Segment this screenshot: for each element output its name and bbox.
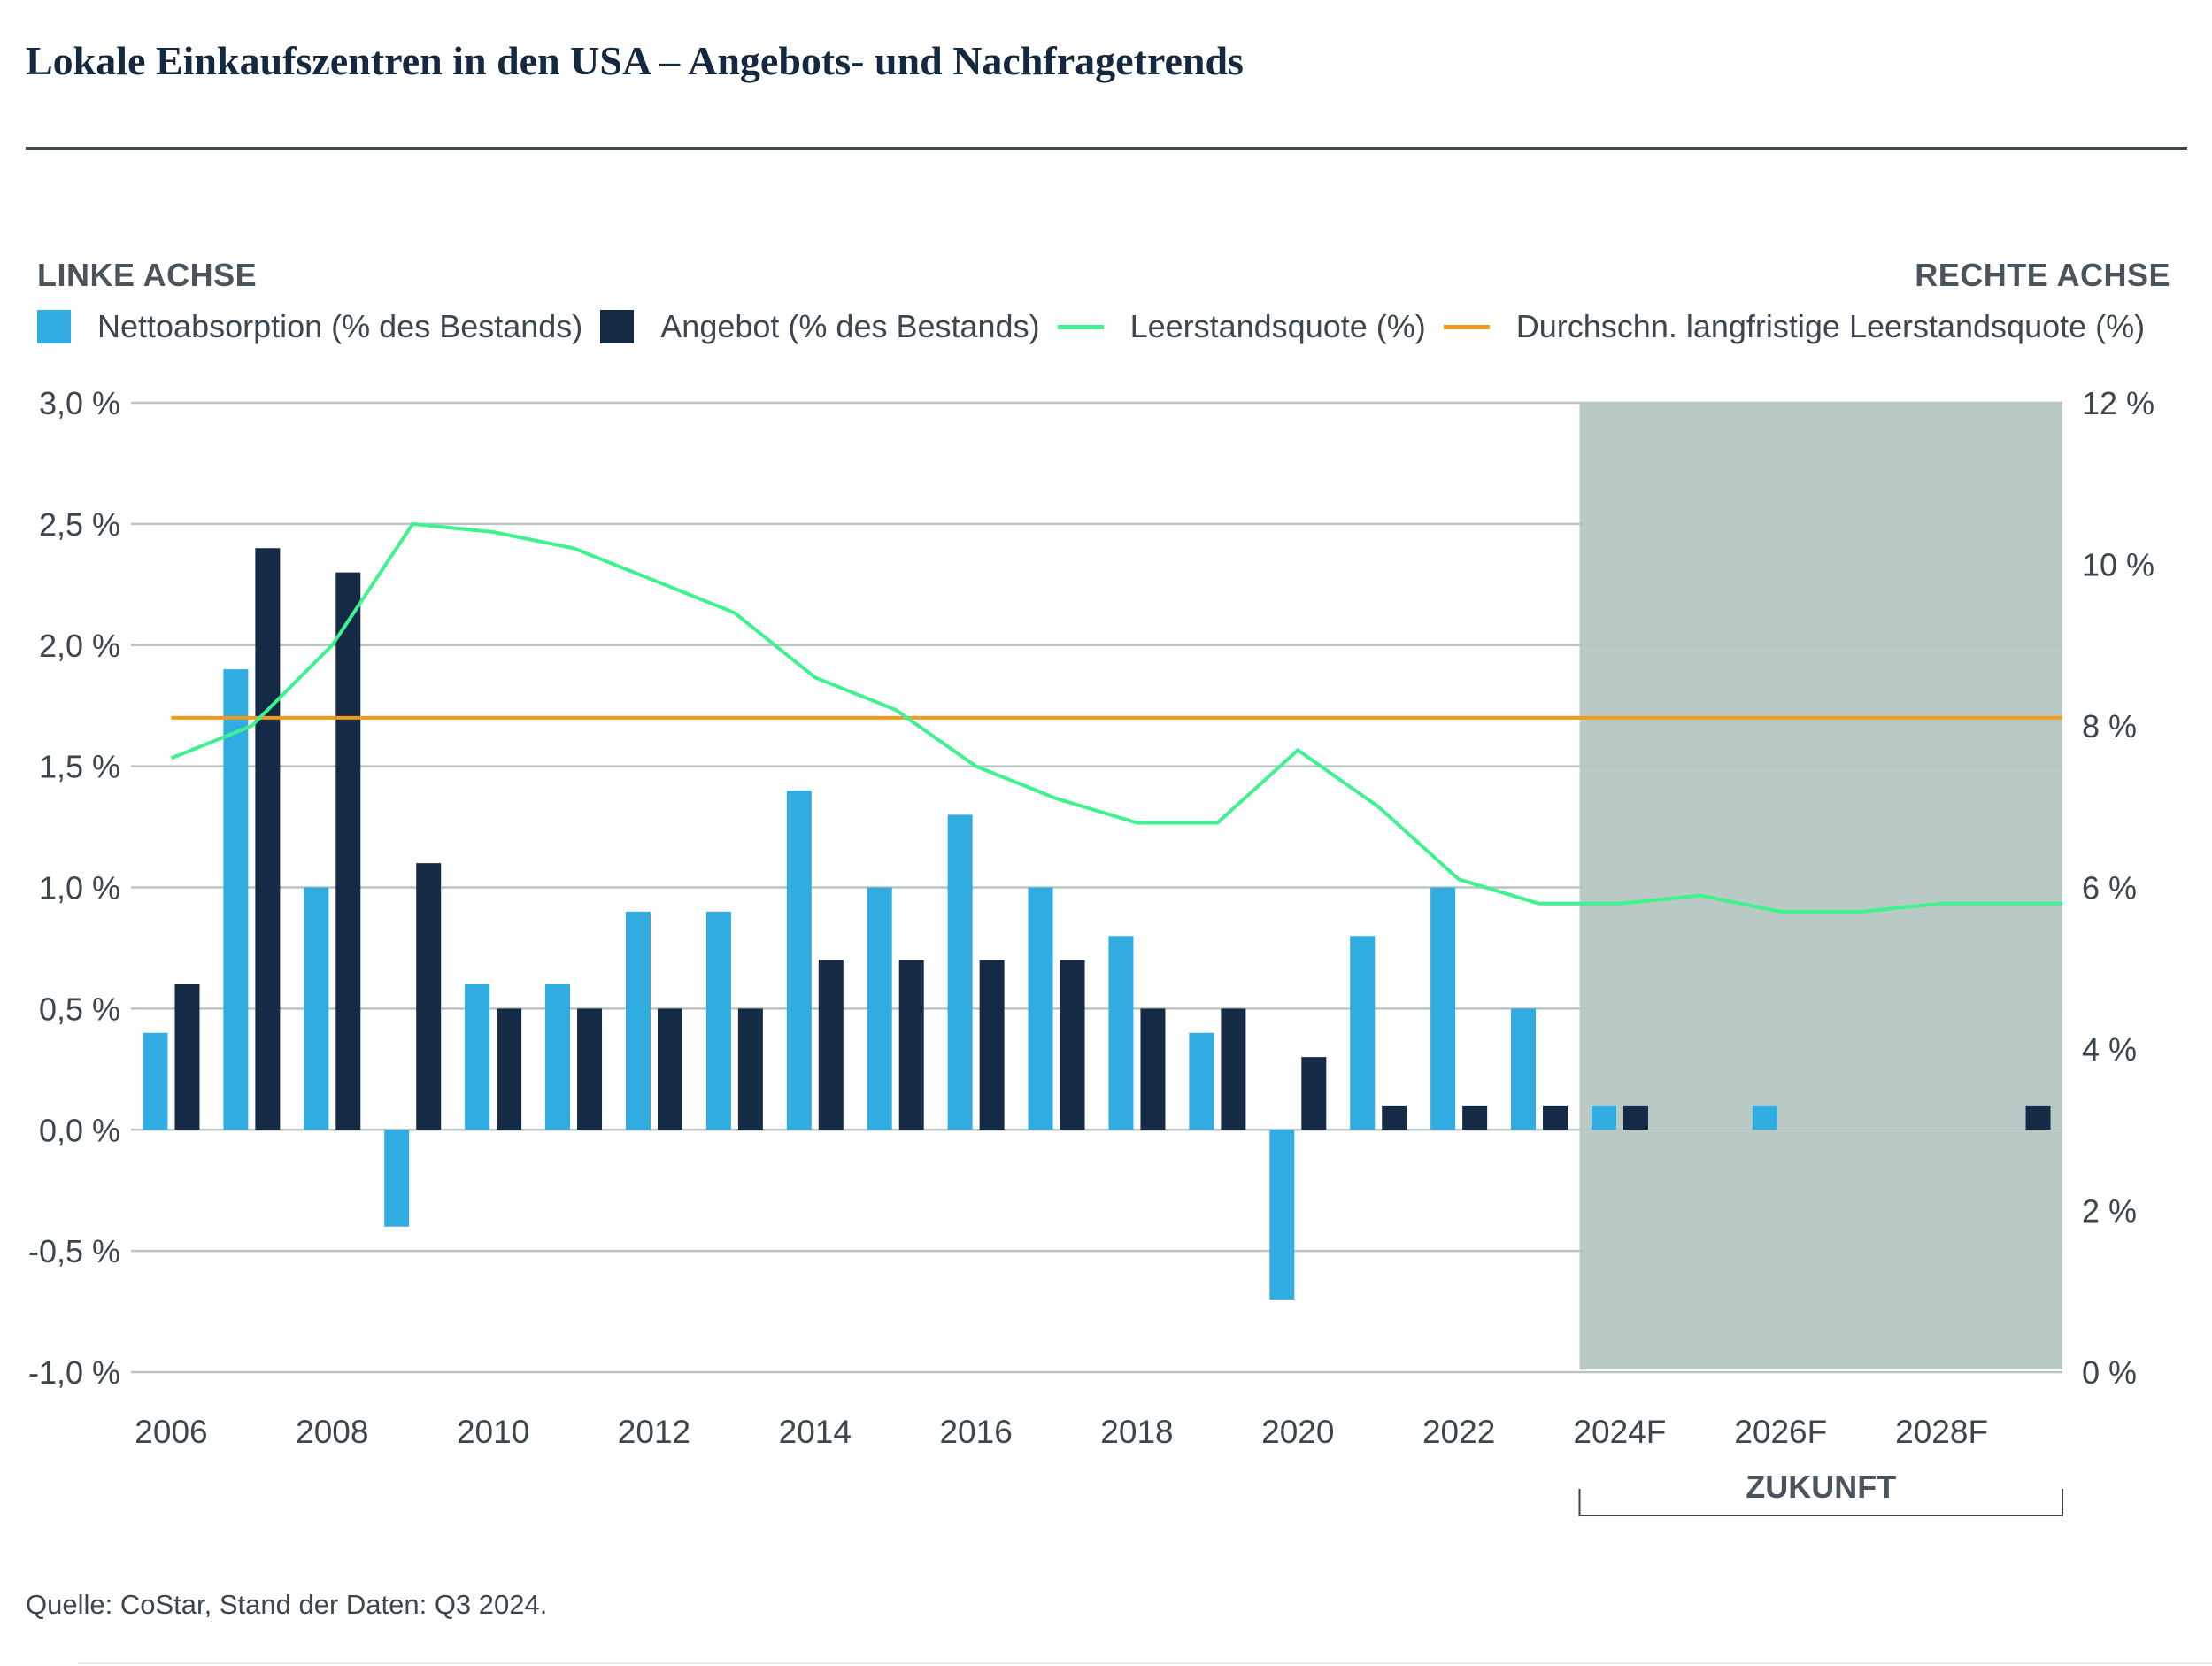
left-axis-heading: LINKE ACHSE <box>37 257 258 293</box>
right-axis-tick-label: 2 % <box>2082 1193 2137 1230</box>
bar-supply <box>818 960 844 1130</box>
right-axis-tick-label: 12 % <box>2082 385 2154 421</box>
right-axis-tick-label: 10 % <box>2082 547 2154 583</box>
bar-supply <box>657 1008 682 1130</box>
x-axis-tick-label: 2010 <box>457 1414 529 1450</box>
left-axis-tick-label: -1,0 % <box>28 1354 120 1391</box>
x-axis-tick-label: 2016 <box>939 1414 1012 1450</box>
x-axis-tick-label: 2028F <box>1895 1414 1988 1450</box>
x-axis-tick-label: 2020 <box>1261 1414 1334 1450</box>
bar-absorption <box>223 669 249 1130</box>
left-axis-tick-label: 3,0 % <box>39 385 120 421</box>
right-axis-tick-label: 0 % <box>2082 1354 2137 1391</box>
x-axis-tick-label: 2012 <box>618 1414 690 1450</box>
bar-absorption <box>705 911 731 1130</box>
right-axis-heading: RECHTE ACHSE <box>1915 257 2170 293</box>
bar-supply <box>1301 1057 1327 1130</box>
bar-supply <box>2025 1105 2051 1130</box>
legend-swatch-avg-vacancy <box>1443 324 1490 329</box>
bar-absorption <box>143 1032 168 1130</box>
bar-absorption <box>867 887 892 1130</box>
bar-absorption <box>1511 1008 1537 1130</box>
bar-absorption <box>384 1130 410 1227</box>
bar-supply <box>416 863 442 1130</box>
bar-supply <box>1140 1008 1166 1130</box>
bar-supply <box>898 960 924 1130</box>
bar-supply <box>1060 960 1085 1130</box>
forecast-label: ZUKUNFT <box>1746 1469 1896 1505</box>
bar-supply <box>335 572 361 1130</box>
bar-absorption <box>465 984 490 1130</box>
left-axis-tick-label: 0,5 % <box>39 991 120 1027</box>
bar-absorption <box>947 814 973 1130</box>
bar-supply <box>577 1008 603 1130</box>
x-axis-tick-label: 2026F <box>1734 1414 1827 1450</box>
left-axis-tick-label: -0,5 % <box>28 1233 120 1269</box>
bar-supply <box>1382 1105 1407 1130</box>
source-note: Quelle: CoStar, Stand der Daten: Q3 2024… <box>26 1589 548 1620</box>
legend-swatch-vacancy <box>1057 324 1104 329</box>
bar-absorption <box>1028 887 1053 1130</box>
chart-title: Lokale Einkaufszentren in den USA – Ange… <box>26 38 1244 83</box>
title-divider <box>26 147 2187 150</box>
left-axis-tick-label: 1,0 % <box>39 870 120 906</box>
x-axis-tick-label: 2006 <box>135 1414 207 1450</box>
bar-supply <box>174 984 200 1130</box>
legend: Nettoabsorption (% des Bestands) Angebot… <box>37 308 2205 345</box>
bar-absorption <box>1591 1105 1616 1130</box>
legend-label-avg-vacancy: Durchschn. langfristige Leerstandsquote … <box>1515 308 2146 344</box>
legend-label-supply: Angebot (% des Bestands) <box>660 308 1040 344</box>
bar-supply <box>1543 1105 1568 1130</box>
forecast-bracket <box>1578 1489 2063 1516</box>
bar-absorption <box>1189 1032 1214 1130</box>
vacancy-line <box>170 521 2062 914</box>
bar-supply <box>255 548 281 1130</box>
bar-absorption <box>1269 1130 1295 1300</box>
right-axis-tick-label: 4 % <box>2082 1031 2137 1068</box>
legend-item-vacancy[interactable]: Leerstandsquote (%) <box>1057 308 1426 345</box>
left-axis-tick-label: 2,0 % <box>39 628 120 664</box>
legend-item-absorption[interactable]: Nettoabsorption (% des Bestands) <box>37 308 582 345</box>
bar-absorption <box>1350 936 1376 1130</box>
bar-absorption <box>1752 1105 1777 1130</box>
legend-label-vacancy: Leerstandsquote (%) <box>1129 308 1426 344</box>
x-axis-tick-label: 2024F <box>1573 1414 1666 1450</box>
legend-item-supply[interactable]: Angebot (% des Bestands) <box>600 308 1040 345</box>
left-axis-tick-label: 0,0 % <box>39 1112 120 1148</box>
bar-absorption <box>1430 887 1456 1130</box>
bar-supply <box>1622 1105 1648 1130</box>
bar-absorption <box>545 984 571 1130</box>
x-axis-tick-label: 2018 <box>1100 1414 1173 1450</box>
x-axis-tick-label: 2022 <box>1422 1414 1495 1450</box>
bar-supply <box>1462 1105 1488 1130</box>
bar-absorption <box>625 911 651 1130</box>
bar-supply <box>1221 1008 1246 1130</box>
bar-supply <box>979 960 1005 1130</box>
legend-swatch-supply <box>600 310 635 343</box>
bar-supply <box>737 1008 763 1130</box>
forecast-band <box>1579 403 2062 1369</box>
x-axis-tick-label: 2008 <box>296 1414 368 1450</box>
bottom-divider <box>78 1662 2212 1664</box>
bar-supply <box>497 1008 522 1130</box>
legend-item-avg-vacancy[interactable]: Durchschn. langfristige Leerstandsquote … <box>1443 308 2146 345</box>
bar-absorption <box>1108 936 1134 1130</box>
legend-swatch-absorption <box>37 310 71 343</box>
right-axis-tick-label: 8 % <box>2082 708 2137 744</box>
left-axis-tick-label: 2,5 % <box>39 506 120 543</box>
bar-absorption <box>786 791 812 1130</box>
bar-absorption <box>304 887 329 1130</box>
x-axis-tick-label: 2014 <box>779 1414 852 1450</box>
right-axis-tick-label: 6 % <box>2082 870 2137 906</box>
legend-label-absorption: Nettoabsorption (% des Bestands) <box>97 308 583 344</box>
left-axis-tick-label: 1,5 % <box>39 749 120 785</box>
